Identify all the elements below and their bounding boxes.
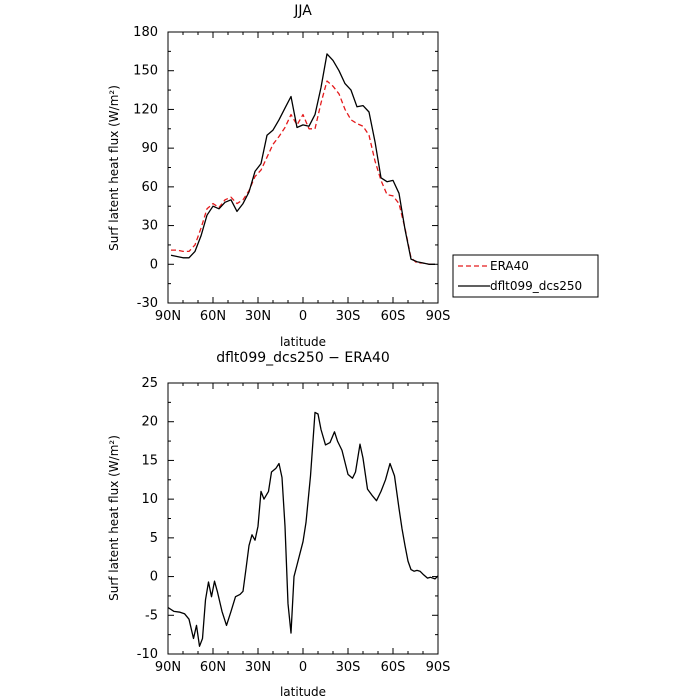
top-chart-title: JJA — [293, 3, 312, 19]
bottom-xtick-label: 30S — [336, 660, 361, 675]
bottom-ytick-label: 10 — [141, 492, 158, 507]
top-ytick-label: 150 — [133, 64, 158, 79]
top-ytick-label: 30 — [141, 219, 158, 234]
bottom-xlabel: latitude — [280, 685, 326, 699]
top-ylabel: Surf latent heat flux (W/m²) — [107, 85, 121, 251]
bottom-ylabel: Surf latent heat flux (W/m²) — [107, 435, 121, 601]
top-xtick-label: 60N — [200, 309, 226, 324]
bottom-xtick-label: 30N — [245, 660, 271, 675]
top-xtick-label: 90S — [426, 309, 451, 324]
top-ytick-label: 60 — [141, 180, 158, 195]
bottom-ytick-label: 20 — [141, 415, 158, 430]
bottom-xtick-label: 90S — [426, 660, 451, 675]
top-ytick-label: -30 — [137, 296, 158, 311]
bottom-xtick-label: 0 — [299, 660, 307, 675]
top-series-line-dflt099-dcs250 — [170, 53, 435, 265]
panel-bottom: dflt099_dcs250 − ERA40 -10 -5 0 5 10 15 20 25 90… — [107, 350, 450, 699]
top-xtick-label: 30N — [245, 309, 271, 324]
legend-box — [452, 254, 599, 298]
top-ytick-label: 120 — [133, 102, 158, 117]
top-ytick-label: 90 — [141, 141, 158, 156]
bottom-ytick-label: -10 — [137, 647, 158, 662]
bottom-ytick-label: 15 — [141, 453, 158, 468]
legend-label-era40: ERA40 — [490, 259, 529, 273]
legend-label-dflt: dflt099_dcs250 — [490, 279, 582, 293]
bottom-series-line-difference — [167, 411, 439, 647]
legend: ERA40 dflt099_dcs250 — [452, 254, 599, 298]
top-xtick-label: 0 — [299, 309, 307, 324]
top-xtick-label: 60S — [381, 309, 406, 324]
panel-top: JJA -30 0 30 60 90 120 150 180 90N 60N 30N 0 30S 60S 9… — [107, 3, 450, 349]
bottom-xtick-label: 90N — [155, 660, 181, 675]
bottom-ytick-label: 0 — [150, 570, 158, 585]
top-ytick-label: 0 — [150, 257, 158, 272]
top-ytick-label: 180 — [133, 25, 158, 40]
bottom-plot-frame — [167, 382, 439, 655]
bottom-ytick-label: -5 — [145, 608, 158, 623]
top-xlabel: latitude — [280, 335, 326, 349]
bottom-chart-title: dflt099_dcs250 − ERA40 — [216, 350, 390, 366]
bottom-ytick-label: 25 — [141, 376, 158, 391]
bottom-ytick-label: 5 — [150, 531, 158, 546]
top-series-line-era40 — [171, 80, 435, 265]
top-plot-frame — [167, 31, 439, 304]
bottom-xtick-label: 60S — [381, 660, 406, 675]
bottom-xtick-label: 60N — [200, 660, 226, 675]
top-xtick-label: 30S — [336, 309, 361, 324]
top-xtick-label: 90N — [155, 309, 181, 324]
